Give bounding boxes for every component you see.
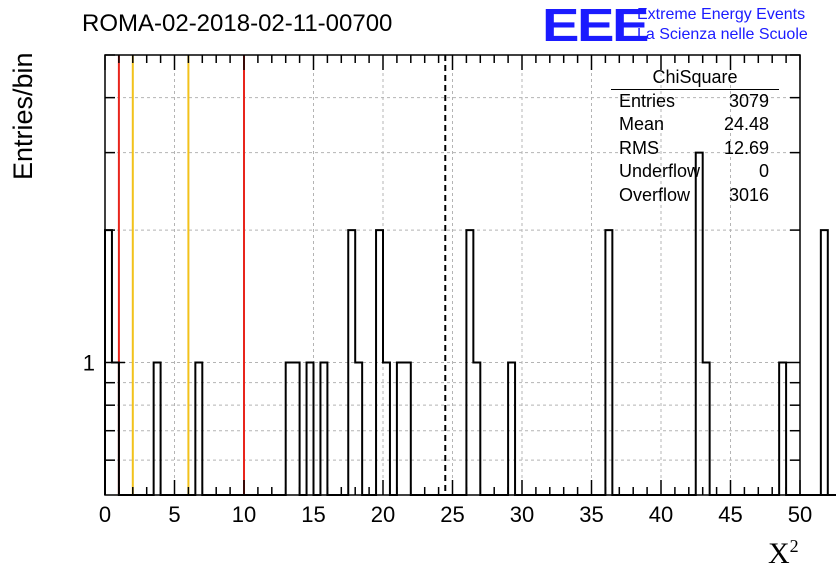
stats-label: Underflow xyxy=(619,161,701,182)
stats-label: RMS xyxy=(619,137,659,158)
x-tick-label: 40 xyxy=(649,502,673,527)
logo-line-1: Extreme Energy Events xyxy=(637,6,806,23)
stats-value: 24.48 xyxy=(723,114,769,135)
chart-title: ROMA-02-2018-02-11-00700 xyxy=(82,10,393,37)
x-tick-label: 20 xyxy=(371,502,395,527)
x-tick-label: 0 xyxy=(99,502,111,527)
x-tick-label: 25 xyxy=(440,502,464,527)
stats-label: Entries xyxy=(619,91,676,111)
stats-row-overflow: Overflow 3016 xyxy=(611,184,779,207)
x-axis-label-base: X xyxy=(768,537,790,570)
stats-row-underflow: Underflow 0 xyxy=(611,160,779,183)
stats-label: Mean xyxy=(619,114,665,135)
axis-ticks xyxy=(104,54,801,495)
tick-labels: 0 5 10 15 20 25 30 35 40 45 50 1 xyxy=(83,351,812,527)
stats-value: 3016 xyxy=(728,184,769,205)
stats-box: ChiSquare Entries 3079 Mean 24.48 RMS 12… xyxy=(611,66,779,207)
x-axis-label: X2 xyxy=(768,536,799,571)
x-tick-label: 35 xyxy=(579,502,603,527)
x-tick-label: 15 xyxy=(301,502,325,527)
x-tick-label: 10 xyxy=(232,502,256,527)
stats-title: ChiSquare xyxy=(611,66,779,90)
histogram-outline xyxy=(104,151,836,496)
y-axis-label: Entries/bin xyxy=(8,52,38,180)
stats-value: 3079 xyxy=(728,91,769,111)
stats-row-rms: RMS 12.69 xyxy=(611,137,779,160)
stats-row-entries: Entries 3079 xyxy=(611,90,779,113)
logo-mark: EEE xyxy=(542,0,649,51)
x-axis-label-sup: 2 xyxy=(789,536,799,556)
x-tick-label: 50 xyxy=(788,502,812,527)
stats-label: Overflow xyxy=(619,184,691,205)
stats-value: 12.69 xyxy=(723,137,769,158)
x-tick-label: 30 xyxy=(510,502,534,527)
y-tick-label: 1 xyxy=(83,351,95,376)
x-tick-label: 45 xyxy=(718,502,742,527)
marker-lines xyxy=(117,55,447,495)
stats-row-mean: Mean 24.48 xyxy=(611,113,779,136)
stats-value: 0 xyxy=(758,161,769,182)
x-tick-label: 5 xyxy=(168,502,180,527)
logo-line-2: La Scienza nelle Scuole xyxy=(637,26,808,43)
